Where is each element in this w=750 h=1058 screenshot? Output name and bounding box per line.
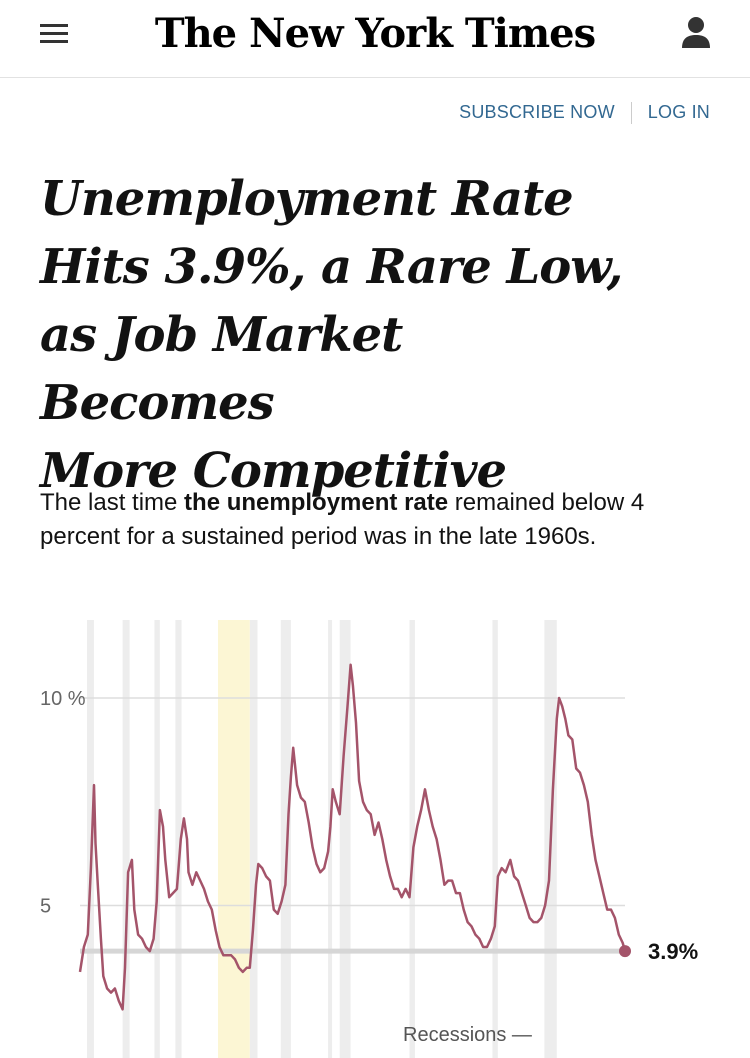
top-navigation-bar: The New York Times: [0, 0, 750, 78]
recession-band: [154, 620, 160, 1058]
log-in-link[interactable]: LOG IN: [647, 102, 710, 122]
unemployment-rate-chart: 10 % 5 3.9% Recessions —: [40, 620, 698, 1058]
recession-band: [280, 620, 291, 1058]
nyt-logo[interactable]: The New York Times: [154, 10, 596, 57]
hamburger-menu-icon[interactable]: [40, 24, 68, 44]
summary-text-end: remained below 4 percent for a sustained…: [40, 489, 645, 550]
recession-band: [122, 620, 130, 1058]
recession-band: [492, 620, 498, 1058]
recession-band: [175, 620, 182, 1058]
unemployment-line: [78, 663, 627, 1011]
recession-band: [249, 620, 258, 1058]
y-tick-label: 5: [40, 896, 51, 918]
headline-line: Hits 3.9%, a Rare Low,: [40, 239, 623, 295]
article-headline: Unemployment Rate Hits 3.9%, a Rare Low,…: [40, 165, 640, 505]
recessions-legend-label: Recessions —: [403, 1024, 532, 1046]
recession-band: [86, 620, 94, 1058]
link-divider: [630, 102, 632, 125]
highlight-band: [217, 620, 250, 1058]
recession-band: [409, 620, 415, 1058]
end-point-marker: [619, 945, 631, 958]
summary-text: The last time: [40, 489, 185, 516]
end-value-label: 3.9%: [648, 939, 698, 964]
subscribe-now-link[interactable]: SUBSCRIBE NOW: [459, 102, 615, 122]
headline-line: More Competitive: [40, 443, 507, 499]
headline-line: Unemployment Rate: [40, 171, 574, 227]
y-tick-label: 10 %: [40, 688, 86, 710]
headline-line: as Job Market Becomes: [40, 307, 403, 431]
summary-bold-text: the unemployment rate: [184, 489, 449, 516]
article-summary: The last time the unemployment rate rema…: [40, 486, 720, 554]
recession-band: [339, 620, 351, 1058]
user-account-icon[interactable]: [680, 14, 712, 50]
account-links: SUBSCRIBE NOW LOG IN: [459, 102, 710, 125]
